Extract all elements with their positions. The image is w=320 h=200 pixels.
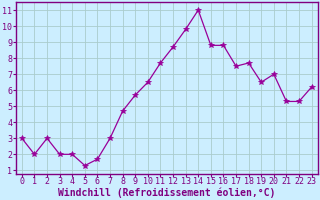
X-axis label: Windchill (Refroidissement éolien,°C): Windchill (Refroidissement éolien,°C) xyxy=(58,187,276,198)
